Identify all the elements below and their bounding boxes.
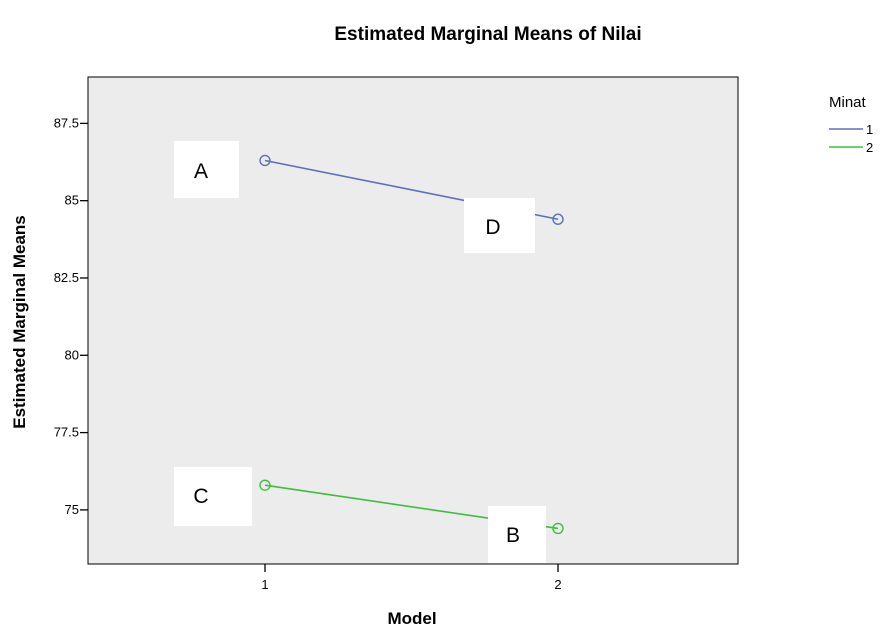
- data-point: [259, 479, 271, 491]
- legend: Minat 12: [829, 94, 873, 155]
- data-point: [552, 522, 564, 535]
- y-tick-label: 85: [65, 193, 79, 208]
- annotation-box: [464, 198, 535, 253]
- annotation-label: B: [506, 524, 520, 547]
- annotation-box: [174, 141, 239, 198]
- annotation-label: A: [194, 160, 208, 183]
- x-tick-label: 2: [554, 577, 561, 592]
- legend-title: Minat: [829, 94, 867, 111]
- y-tick-label: 80: [65, 347, 79, 362]
- data-point: [259, 154, 271, 167]
- y-tick-label: 87.5: [54, 115, 79, 130]
- x-axis-label: Model: [387, 609, 436, 625]
- chart-title: Estimated Marginal Means of Nilai: [334, 24, 641, 45]
- legend-entry-label: 2: [866, 140, 873, 155]
- y-axis-label: Estimated Marginal Means: [10, 215, 29, 429]
- y-tick-label: 75: [65, 502, 79, 517]
- x-tick-label: 1: [261, 577, 268, 592]
- y-tick-label: 82.5: [54, 270, 79, 285]
- data-point: [552, 213, 564, 225]
- annotation-label: D: [485, 216, 500, 239]
- y-axis: 75 77.5 80 82.5 85 87.5: [54, 115, 88, 517]
- annotation-box: [174, 467, 252, 526]
- legend-entries: 12: [829, 122, 873, 155]
- annotation-label: C: [193, 485, 208, 508]
- annotation-layer: A D C B: [174, 141, 546, 563]
- legend-entry-label: 1: [866, 122, 873, 137]
- y-tick-label: 77.5: [54, 425, 79, 440]
- annotation-box: [488, 506, 546, 563]
